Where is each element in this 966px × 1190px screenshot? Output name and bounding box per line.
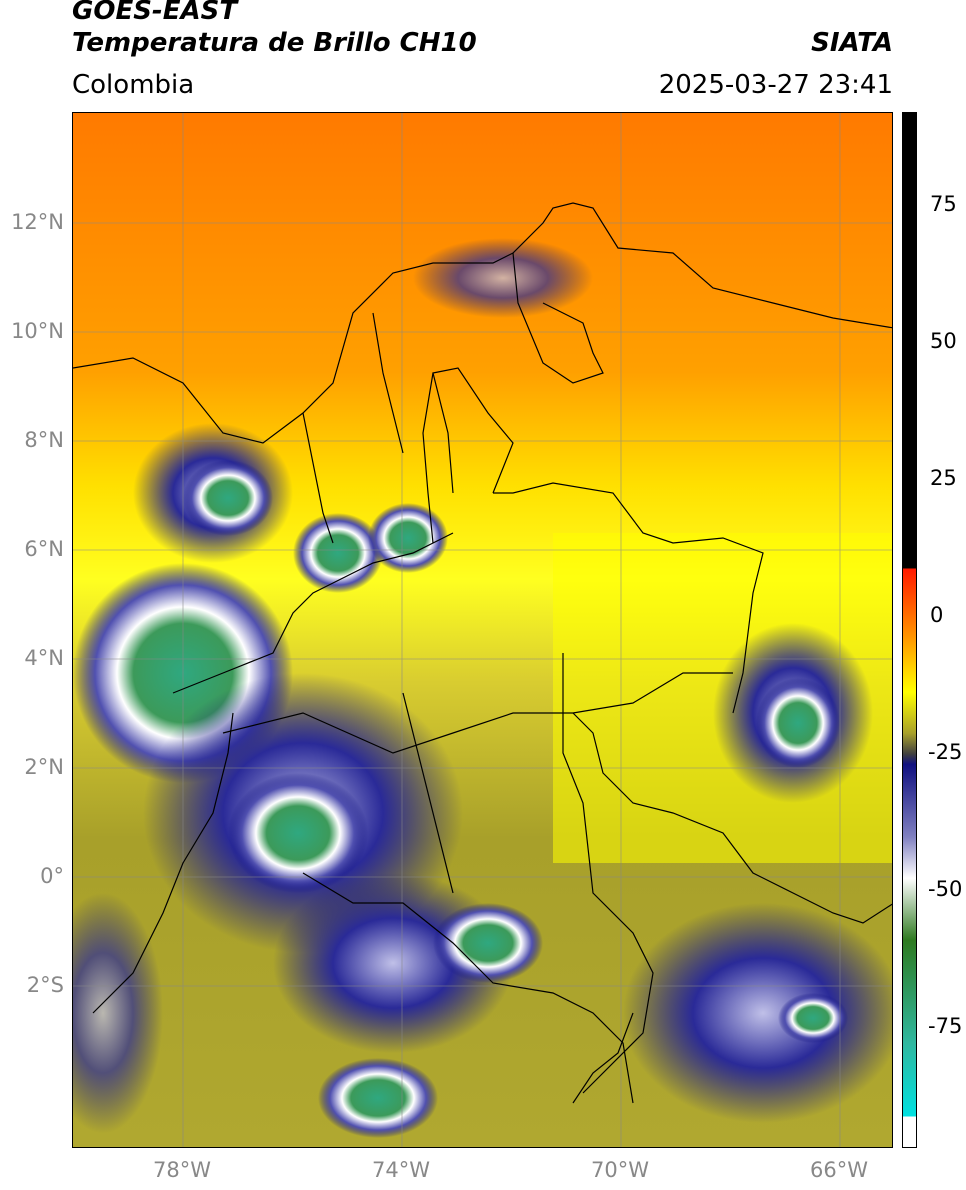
cloud-band [73, 893, 163, 1133]
cloud-band [623, 903, 892, 1123]
timestamp-label: 2025-03-27 23:41 [658, 70, 893, 100]
lat-label: 10°N [11, 319, 64, 343]
lat-label: 12°N [11, 210, 64, 234]
colorbar-tick-label: -25 [928, 740, 963, 764]
convective-cell [183, 460, 273, 536]
convective-cell [756, 678, 840, 768]
colorbar-tick-label: 50 [930, 329, 957, 353]
convective-cell [368, 503, 448, 573]
country-borders [73, 202, 892, 1104]
colorbar-tick-label: 0 [930, 603, 944, 627]
lon-label: 78°W [153, 1158, 211, 1182]
convective-cell [318, 1058, 438, 1138]
region-label: Colombia [72, 70, 195, 100]
colorbar-tick-label: -75 [928, 1014, 963, 1038]
lat-label: 8°N [24, 428, 64, 452]
satellite-map [72, 112, 893, 1148]
colorbar-gradient [903, 113, 916, 1147]
lat-label: 4°N [24, 646, 64, 670]
lat-label: 0° [40, 864, 64, 888]
convective-cell [293, 513, 383, 593]
satellite-title: GOES-EAST [72, 0, 238, 26]
lon-label: 74°W [372, 1158, 430, 1182]
convective-cell [433, 903, 543, 983]
brightness-temperature-image [73, 113, 892, 1147]
convective-cell [228, 773, 368, 893]
lon-label: 70°W [591, 1158, 649, 1182]
colorbar-tick-label: 25 [930, 466, 957, 490]
colorbar-tick-label: -50 [928, 877, 963, 901]
agency-label: SIATA [811, 28, 893, 58]
colorbar [902, 112, 917, 1148]
colorbar-tick-label: 75 [930, 192, 957, 216]
product-title: Temperatura de Brillo CH10 [72, 28, 477, 58]
convective-cell [778, 993, 848, 1043]
lat-label: 2°N [24, 755, 64, 779]
lat-label: 6°N [24, 537, 64, 561]
lat-label: 2°S [26, 973, 64, 997]
cloud-band [413, 238, 593, 318]
graticule [73, 113, 892, 1147]
lon-label: 66°W [810, 1158, 868, 1182]
